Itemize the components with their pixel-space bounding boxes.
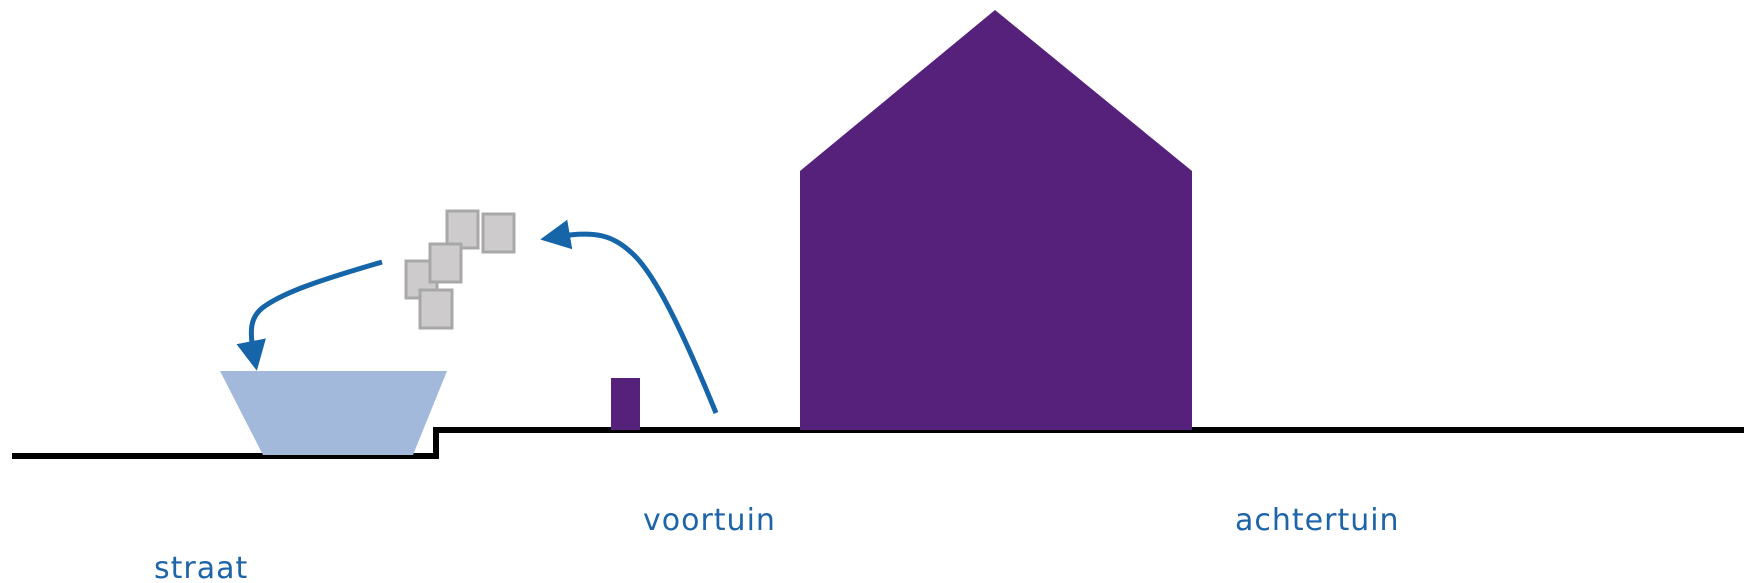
debris-block bbox=[481, 212, 516, 254]
debris-block bbox=[445, 209, 480, 250]
house-icon bbox=[800, 10, 1192, 430]
debris-block bbox=[418, 288, 454, 330]
debris-block bbox=[428, 242, 463, 284]
label-back-garden: achtertuin bbox=[1235, 503, 1400, 538]
garden-post-icon bbox=[611, 378, 640, 430]
arrow-to-container bbox=[236, 259, 383, 371]
debris-blocks-icon bbox=[404, 209, 516, 330]
label-street: straat bbox=[154, 551, 248, 583]
waste-container-icon bbox=[220, 371, 447, 455]
label-front-garden: voortuin bbox=[643, 503, 776, 538]
arrow-from-front-garden bbox=[540, 219, 719, 414]
